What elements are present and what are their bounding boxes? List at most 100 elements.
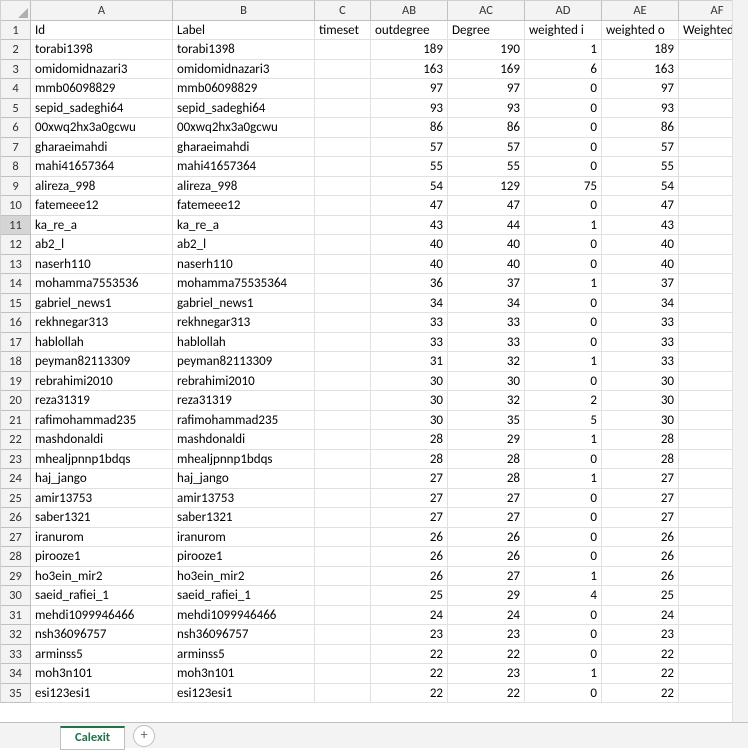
data-cell[interactable]: ho3ein_mir2: [31, 567, 173, 587]
data-cell[interactable]: [315, 138, 371, 158]
vertical-scrollbar[interactable]: [732, 0, 748, 722]
data-cell[interactable]: 33: [602, 333, 679, 353]
data-cell[interactable]: [315, 60, 371, 80]
data-cell[interactable]: 86: [602, 118, 679, 138]
row-header-25[interactable]: 25: [1, 489, 31, 509]
data-cell[interactable]: 34: [602, 294, 679, 314]
select-all-corner[interactable]: [1, 1, 31, 21]
data-cell[interactable]: 34: [448, 294, 525, 314]
data-cell[interactable]: 190: [448, 40, 525, 60]
data-cell[interactable]: [315, 255, 371, 275]
row-header-4[interactable]: 4: [1, 79, 31, 99]
data-cell[interactable]: 37: [602, 274, 679, 294]
data-cell[interactable]: amir13753: [173, 489, 315, 509]
data-cell[interactable]: 26: [448, 528, 525, 548]
data-cell[interactable]: 57: [602, 138, 679, 158]
data-cell[interactable]: gabriel_news1: [31, 294, 173, 314]
row-header-35[interactable]: 35: [1, 684, 31, 704]
data-cell[interactable]: mahi41657364: [31, 157, 173, 177]
data-cell[interactable]: 0: [525, 489, 602, 509]
data-cell[interactable]: omidomidnazari3: [31, 60, 173, 80]
data-cell[interactable]: 26: [602, 567, 679, 587]
data-cell[interactable]: [315, 99, 371, 119]
data-cell[interactable]: 29: [448, 430, 525, 450]
add-sheet-button[interactable]: +: [133, 725, 155, 747]
data-cell[interactable]: hablollah: [31, 333, 173, 353]
data-cell[interactable]: 0: [525, 255, 602, 275]
data-cell[interactable]: [315, 684, 371, 704]
data-cell[interactable]: naserh110: [173, 255, 315, 275]
data-cell[interactable]: fatemeee12: [173, 196, 315, 216]
data-cell[interactable]: 22: [371, 664, 448, 684]
row-header-16[interactable]: 16: [1, 313, 31, 333]
row-header-17[interactable]: 17: [1, 333, 31, 353]
data-cell[interactable]: 0: [525, 372, 602, 392]
column-header-AE[interactable]: AE: [602, 1, 679, 21]
row-header-6[interactable]: 6: [1, 118, 31, 138]
row-header-14[interactable]: 14: [1, 274, 31, 294]
column-header-AB[interactable]: AB: [371, 1, 448, 21]
spreadsheet-grid[interactable]: ABCABACADAEAF1IdLabeltimesetoutdegreeDeg…: [0, 0, 748, 703]
row-header-18[interactable]: 18: [1, 352, 31, 372]
data-cell[interactable]: 28: [602, 430, 679, 450]
data-cell[interactable]: 26: [371, 567, 448, 587]
data-cell[interactable]: 40: [602, 255, 679, 275]
data-cell[interactable]: 97: [371, 79, 448, 99]
data-cell[interactable]: 0: [525, 313, 602, 333]
data-cell[interactable]: [315, 645, 371, 665]
data-cell[interactable]: 30: [371, 372, 448, 392]
row-header-9[interactable]: 9: [1, 177, 31, 197]
data-cell[interactable]: 40: [448, 235, 525, 255]
data-cell[interactable]: nsh36096757: [173, 625, 315, 645]
data-cell[interactable]: 0: [525, 528, 602, 548]
data-cell[interactable]: torabi1398: [173, 40, 315, 60]
data-cell[interactable]: 27: [371, 489, 448, 509]
row-header-34[interactable]: 34: [1, 664, 31, 684]
data-cell[interactable]: 57: [448, 138, 525, 158]
data-cell[interactable]: sepid_sadeghi64: [173, 99, 315, 119]
column-header-A[interactable]: A: [31, 1, 173, 21]
data-cell[interactable]: 1: [525, 352, 602, 372]
row-header-3[interactable]: 3: [1, 60, 31, 80]
data-cell[interactable]: 31: [371, 352, 448, 372]
data-cell[interactable]: 26: [371, 547, 448, 567]
data-cell[interactable]: pirooze1: [31, 547, 173, 567]
data-cell[interactable]: 40: [602, 235, 679, 255]
row-header-30[interactable]: 30: [1, 586, 31, 606]
data-cell[interactable]: iranurom: [173, 528, 315, 548]
header-cell[interactable]: timeset: [315, 21, 371, 41]
data-cell[interactable]: [315, 489, 371, 509]
data-cell[interactable]: 25: [602, 586, 679, 606]
data-cell[interactable]: 30: [371, 411, 448, 431]
data-cell[interactable]: ka_re_a: [173, 216, 315, 236]
data-cell[interactable]: 93: [448, 99, 525, 119]
header-cell[interactable]: outdegree: [371, 21, 448, 41]
data-cell[interactable]: 0: [525, 508, 602, 528]
data-cell[interactable]: reza31319: [173, 391, 315, 411]
row-header-26[interactable]: 26: [1, 508, 31, 528]
data-cell[interactable]: rebrahimi2010: [31, 372, 173, 392]
row-header-15[interactable]: 15: [1, 294, 31, 314]
row-header-8[interactable]: 8: [1, 157, 31, 177]
data-cell[interactable]: 169: [448, 60, 525, 80]
data-cell[interactable]: [315, 118, 371, 138]
data-cell[interactable]: 5: [525, 411, 602, 431]
data-cell[interactable]: 22: [371, 645, 448, 665]
data-cell[interactable]: 33: [602, 313, 679, 333]
data-cell[interactable]: 32: [448, 352, 525, 372]
data-cell[interactable]: 28: [602, 450, 679, 470]
data-cell[interactable]: [315, 411, 371, 431]
data-cell[interactable]: 30: [448, 372, 525, 392]
data-cell[interactable]: 1: [525, 430, 602, 450]
data-cell[interactable]: 0: [525, 684, 602, 704]
data-cell[interactable]: [315, 567, 371, 587]
data-cell[interactable]: mahi41657364: [173, 157, 315, 177]
data-cell[interactable]: [315, 235, 371, 255]
data-cell[interactable]: peyman82113309: [31, 352, 173, 372]
data-cell[interactable]: [315, 450, 371, 470]
data-cell[interactable]: rafimohammad235: [173, 411, 315, 431]
data-cell[interactable]: haj_jango: [173, 469, 315, 489]
data-cell[interactable]: 6: [525, 60, 602, 80]
data-cell[interactable]: esi123esi1: [173, 684, 315, 704]
data-cell[interactable]: [315, 333, 371, 353]
